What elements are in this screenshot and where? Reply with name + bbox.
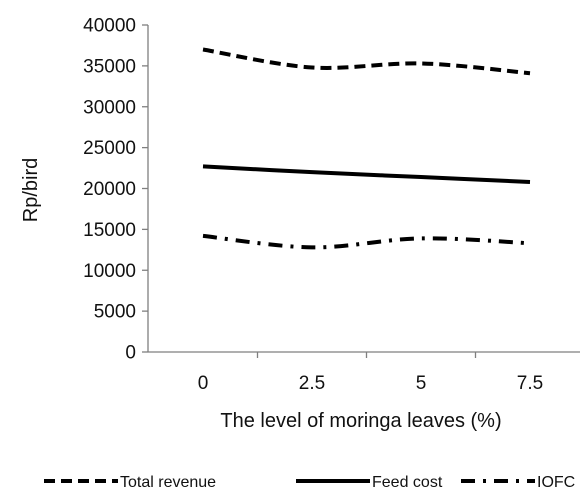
series-line-total-revenue — [202, 47, 531, 76]
y-tick-label: 10000 — [83, 261, 136, 282]
y-axis-ticks: 0 5000 10000 15000 20000 25000 30000 35000 40000 — [83, 16, 148, 364]
legend-label: Feed cost — [372, 474, 443, 490]
legend-label: IOFC — [537, 474, 575, 490]
y-tick-label: 40000 — [83, 16, 136, 37]
chart-axes — [147, 25, 580, 353]
series-line-feed-cost — [202, 164, 531, 184]
x-axis-title: The level of moringa leaves (%) — [220, 410, 501, 432]
y-axis-title: Rp/bird — [20, 158, 42, 222]
legend: Total revenue Feed cost IOFC — [44, 474, 575, 490]
x-tick-label: 2.5 — [299, 373, 325, 394]
y-tick-label: 0 — [125, 343, 136, 364]
series-line-iofc — [202, 233, 531, 250]
x-axis-ticks: 0 2.5 5 7.5 — [198, 352, 543, 394]
y-tick-label: 25000 — [83, 138, 136, 159]
x-tick-label: 0 — [198, 373, 209, 394]
series-lines — [202, 47, 531, 250]
x-tick-label: 7.5 — [517, 373, 543, 394]
y-tick-label: 35000 — [83, 56, 136, 77]
legend-label: Total revenue — [120, 474, 216, 490]
y-tick-label: 15000 — [83, 220, 136, 241]
y-tick-label: 5000 — [94, 302, 136, 323]
y-tick-label: 30000 — [83, 97, 136, 118]
y-tick-label: 20000 — [83, 179, 136, 200]
x-tick-label: 5 — [416, 373, 427, 394]
